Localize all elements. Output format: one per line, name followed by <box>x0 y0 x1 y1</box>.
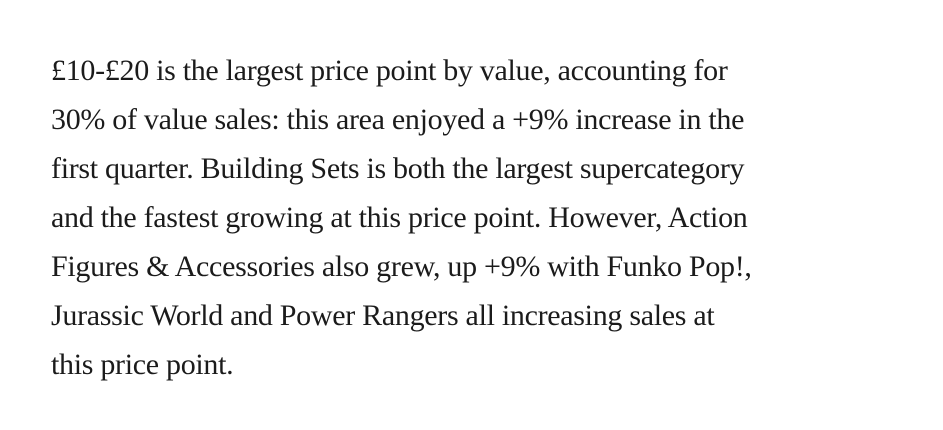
text-line: and the fastest growing at this price po… <box>51 201 748 234</box>
text-line: £10-£20 is the largest price point by va… <box>51 54 728 87</box>
text-line: first quarter. Building Sets is both the… <box>51 152 745 185</box>
text-line: this price point. <box>51 348 234 381</box>
text-line: Figures & Accessories also grew, up +9% … <box>51 250 752 283</box>
text-line: Jurassic World and Power Rangers all inc… <box>51 299 715 332</box>
text-line: 30% of value sales: this area enjoyed a … <box>51 103 745 136</box>
